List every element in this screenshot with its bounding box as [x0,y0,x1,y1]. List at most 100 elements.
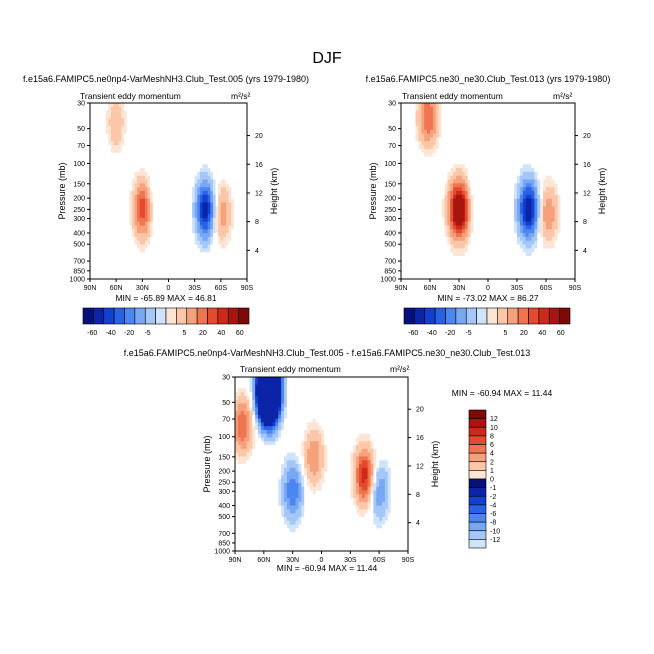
field-cell [244,213,248,219]
field-cell [108,148,112,154]
field-cell [476,252,480,257]
field-cell [401,183,405,188]
field-cell [105,229,109,234]
field-cell [461,152,466,158]
field-cell [476,129,480,135]
field-cell [105,133,109,139]
field-cell [424,263,428,269]
field-cell [231,206,235,211]
field-cell [165,137,170,142]
field-cell [453,225,457,230]
field-cell [459,114,463,119]
colorbar-box [196,307,208,325]
field-cell [470,175,475,181]
field-cell [514,256,518,261]
field-cell [502,171,506,177]
field-cell [459,148,463,154]
field-cell [163,110,167,116]
field-cell [231,183,235,188]
field-cell [118,259,122,265]
field-cell [424,271,428,276]
field-cell [447,183,451,188]
field-cell [464,133,469,139]
field-cell [490,229,495,234]
field-cell [444,194,448,200]
field-cell [493,129,498,135]
field-cell [499,221,504,227]
field-cell [519,171,524,177]
field-cell [199,256,204,261]
field-cell [95,175,99,181]
field-cell [160,240,164,246]
field-cell [97,145,102,150]
field-cell [118,114,122,119]
field-cell [92,168,96,173]
field-cell [415,229,419,234]
field-cell [168,194,172,200]
field-cell [473,106,477,112]
field-cell [215,175,219,181]
field-cell [525,236,530,242]
field-cell [447,202,451,207]
field-cell [534,106,538,112]
field-cell [482,191,486,196]
field-cell [110,145,115,150]
field-cell [450,179,454,184]
field-cell [424,137,428,142]
field-cell [236,229,240,234]
field-cell [511,256,515,261]
field-cell [197,248,201,253]
field-cell [441,118,446,123]
field-cell [192,236,196,242]
field-cell [210,103,214,108]
field-cell [409,259,414,265]
field-cell [158,217,162,223]
field-cell [116,244,120,249]
field-cell [479,148,483,154]
field-cell [427,191,431,196]
field-cell [421,259,425,265]
field-cell [531,106,535,112]
field-cell [212,202,217,207]
field-cell [424,206,428,211]
field-cell [226,217,230,223]
field-cell [456,129,460,135]
field-cell [199,275,204,280]
field-cell [189,256,193,261]
field-cell [103,233,107,238]
field-cell [197,168,201,173]
field-cell [438,103,443,108]
field-cell [241,271,245,276]
field-cell [401,110,405,116]
field-cell [447,129,451,135]
field-cell [525,191,530,196]
field-cell [508,125,512,131]
field-cell [473,137,477,142]
field-cell [202,252,206,257]
field-cell [90,213,94,219]
field-cell [236,210,240,215]
field-cell [178,122,183,127]
field-cell [205,137,209,142]
field-cell [499,275,504,280]
field-cell [496,145,501,150]
field-cell [241,256,245,261]
field-cell [401,256,405,261]
field-cell [95,106,99,112]
field-cell [403,110,408,116]
field-cell [165,171,170,177]
field-cell [155,110,159,116]
field-cell [194,164,198,169]
field-cell [173,248,177,253]
field-cell [409,213,414,219]
field-cell [482,118,486,123]
field-cell [444,267,448,272]
field-cell [168,221,172,227]
field-cell [178,171,183,177]
field-cell [116,168,120,173]
field-cell [236,236,240,242]
field-cell [236,145,240,150]
field-cell [171,206,175,211]
field-cell [479,183,483,188]
field-cell [244,122,248,127]
